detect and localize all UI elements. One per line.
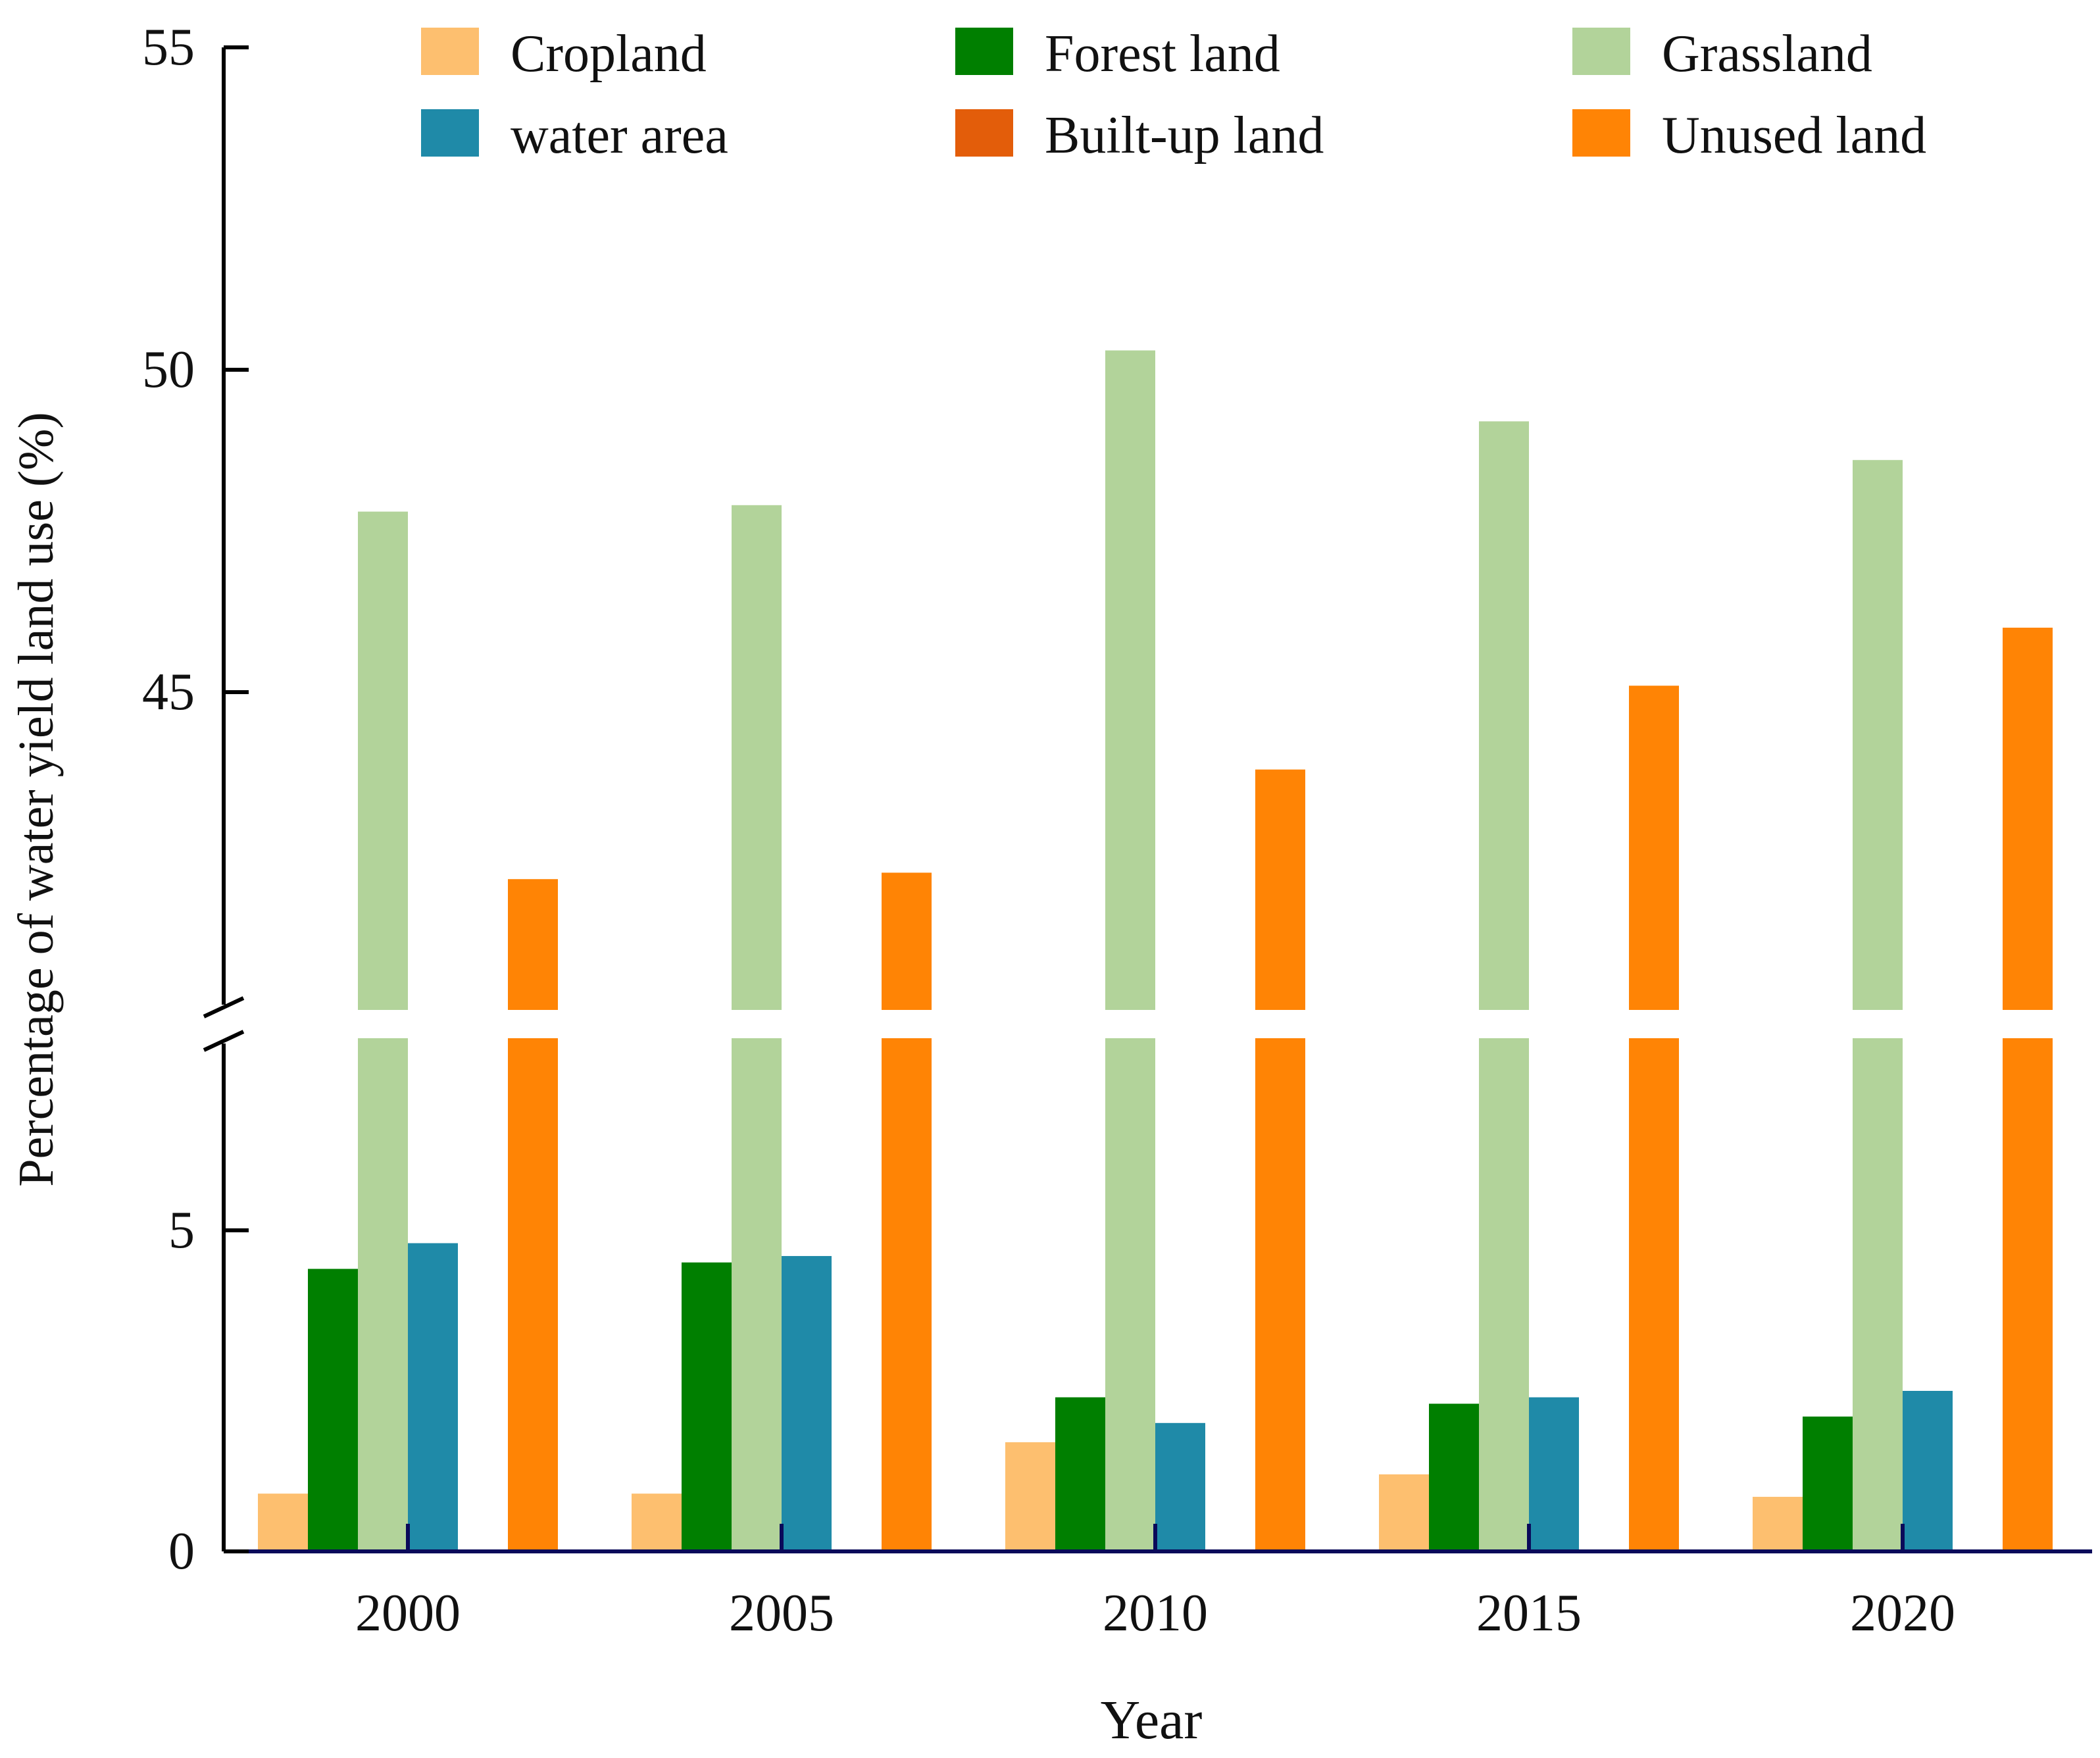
bar-grassland-2005-upper bbox=[732, 505, 782, 1010]
bar-grassland-2010-upper bbox=[1105, 350, 1155, 1010]
bar-grassland-2015-lower bbox=[1479, 1038, 1529, 1551]
bar-forest-land-2015 bbox=[1429, 1403, 1479, 1551]
bar-water-area-2000 bbox=[408, 1243, 458, 1551]
legend-swatch bbox=[421, 28, 479, 75]
legend-label: Unused land bbox=[1662, 107, 1926, 164]
bar-water-area-2015 bbox=[1529, 1397, 1579, 1551]
legend-swatch bbox=[1572, 28, 1630, 75]
bar-forest-land-2010 bbox=[1055, 1397, 1105, 1551]
y-tick-label: 55 bbox=[142, 18, 195, 76]
x-tick-label: 2015 bbox=[1476, 1584, 1582, 1642]
y-ticks: 0 5 45 50 55 bbox=[142, 18, 249, 1580]
axis-break-mark bbox=[203, 1030, 245, 1052]
bar-cropland-2005 bbox=[632, 1494, 682, 1551]
bar-grassland-2005-lower bbox=[732, 1038, 782, 1551]
y-tick-label: 50 bbox=[142, 341, 195, 399]
bar-unused-land-2005-lower bbox=[882, 1038, 932, 1551]
bar-unused-land-2020-lower bbox=[2003, 1038, 2053, 1551]
bar-water-area-2005 bbox=[782, 1256, 832, 1551]
axes bbox=[203, 47, 2092, 1553]
legend-swatch bbox=[421, 109, 479, 157]
bar-unused-land-2015-lower bbox=[1629, 1038, 1679, 1551]
bar-unused-land-2010-lower bbox=[1255, 1038, 1305, 1551]
bar-grassland-2000-lower bbox=[358, 1038, 408, 1551]
bar-unused-land-2010-upper bbox=[1255, 769, 1305, 1010]
bar-grassland-2020-upper bbox=[1853, 460, 1903, 1010]
bars bbox=[258, 350, 2053, 1551]
legend-label: Forest land bbox=[1045, 25, 1280, 83]
x-tick-label: 2010 bbox=[1103, 1584, 1208, 1642]
bar-unused-land-2015-upper bbox=[1629, 686, 1679, 1010]
bar-grassland-2020-lower bbox=[1853, 1038, 1903, 1551]
x-tick-label: 2005 bbox=[729, 1584, 834, 1642]
bar-forest-land-2005 bbox=[682, 1262, 732, 1551]
y-tick-label: 45 bbox=[142, 663, 195, 721]
bar-unused-land-2020-upper bbox=[2003, 628, 2053, 1010]
bar-grassland-2015-upper bbox=[1479, 421, 1529, 1010]
legend-swatch bbox=[955, 109, 1013, 157]
y-tick-label: 0 bbox=[168, 1522, 195, 1580]
bar-cropland-2010 bbox=[1005, 1442, 1055, 1551]
x-tick-label: 2000 bbox=[355, 1584, 461, 1642]
legend-swatch bbox=[955, 28, 1013, 75]
bar-unused-land-2005-upper bbox=[882, 872, 932, 1010]
legend-label: Grassland bbox=[1662, 25, 1872, 83]
y-axis-label: Percentage of water yield land use (%) bbox=[9, 412, 64, 1186]
x-ticks: 2000 2005 2010 2015 2020 bbox=[355, 1524, 1955, 1642]
bar-grassland-2000-upper bbox=[358, 511, 408, 1010]
y-tick-label: 5 bbox=[168, 1201, 195, 1259]
bar-water-area-2010 bbox=[1155, 1422, 1205, 1551]
bar-water-area-2020 bbox=[1903, 1391, 1953, 1551]
bar-forest-land-2020 bbox=[1803, 1417, 1853, 1551]
bar-cropland-2000 bbox=[258, 1494, 308, 1551]
x-axis-label: Year bbox=[1101, 1690, 1203, 1751]
x-tick-label: 2020 bbox=[1850, 1584, 1955, 1642]
legend-label: Cropland bbox=[511, 25, 707, 83]
bar-forest-land-2000 bbox=[308, 1268, 358, 1551]
legend: Cropland Forest land Grassland water area Bu… bbox=[421, 25, 1926, 164]
bar-unused-land-2000-upper bbox=[508, 879, 558, 1010]
legend-label: water area bbox=[511, 107, 728, 164]
bar-grassland-2010-lower bbox=[1105, 1038, 1155, 1551]
bar-cropland-2020 bbox=[1753, 1497, 1803, 1551]
bar-cropland-2015 bbox=[1379, 1474, 1429, 1551]
legend-label: Built-up land bbox=[1045, 107, 1324, 164]
legend-swatch bbox=[1572, 109, 1630, 157]
bar-unused-land-2000-lower bbox=[508, 1038, 558, 1551]
axis-break-mark bbox=[203, 996, 245, 1018]
